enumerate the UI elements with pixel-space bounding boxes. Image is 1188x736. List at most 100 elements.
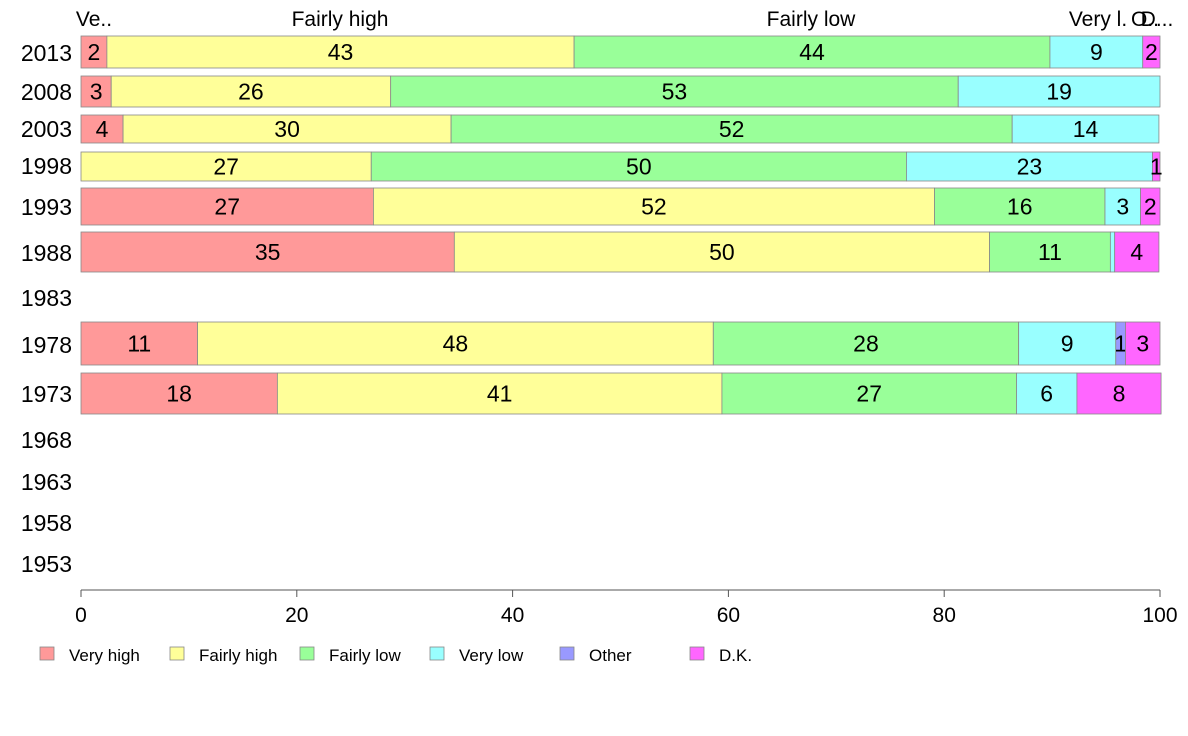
top-series-label: Fairly low (767, 8, 857, 31)
y-tick-label: 1983 (21, 285, 72, 311)
legend-swatch (429, 646, 445, 661)
y-tick-label: 2008 (21, 79, 72, 105)
data-label: 53 (662, 79, 688, 105)
data-label: 27 (214, 194, 240, 220)
y-tick-label: 1998 (21, 153, 72, 179)
legend-swatch (169, 646, 185, 661)
data-label: 35 (255, 239, 281, 265)
y-tick-label: 1988 (21, 240, 72, 266)
y-tick-label: 1973 (21, 381, 72, 407)
y-tick-label: 1978 (21, 332, 72, 358)
y-tick-label: 1958 (21, 510, 72, 536)
bar-segment (276, 372, 723, 415)
y-tick-label: 1968 (21, 427, 72, 453)
data-label: 50 (626, 154, 652, 180)
bar-segment (1016, 372, 1078, 415)
data-label: 28 (853, 331, 879, 357)
x-tick-label: 80 (933, 604, 956, 627)
bar-segment (80, 231, 455, 273)
legend-swatch (559, 646, 575, 661)
y-tick-label: 1993 (21, 194, 72, 220)
bar-segment (122, 114, 452, 144)
bar-segment (453, 231, 990, 273)
x-tick-label: 60 (717, 604, 740, 627)
data-label: 11 (1038, 239, 1062, 265)
data-label: 30 (274, 116, 300, 142)
data-label: 16 (1007, 194, 1033, 220)
x-tick-label: 0 (75, 604, 87, 627)
x-tick-label: 40 (501, 604, 524, 627)
bar-segment (106, 35, 575, 69)
bar-segment (370, 151, 907, 182)
data-label: 52 (719, 116, 745, 142)
data-label: 2 (1145, 39, 1158, 65)
bar-segment (373, 187, 935, 226)
x-tick-label: 100 (1142, 604, 1177, 627)
data-label: 43 (328, 39, 354, 65)
bar-segment (1125, 321, 1161, 366)
top-series-label: O.. (1131, 8, 1159, 31)
data-label: 9 (1061, 331, 1074, 357)
data-label: 3 (1116, 194, 1129, 220)
bar-segment (80, 75, 112, 108)
bar-segment (957, 75, 1161, 108)
data-label: 9 (1090, 39, 1103, 65)
legend-label: D.K. (719, 646, 752, 665)
legend-label: Very high (69, 646, 140, 665)
bar-segment (80, 372, 278, 415)
bar-segment (712, 321, 1020, 366)
data-label: 2 (88, 39, 101, 65)
data-label: 3 (1136, 331, 1149, 357)
data-label: 6 (1040, 381, 1053, 407)
bar-segment (1076, 372, 1162, 415)
data-label: 23 (1017, 154, 1043, 180)
bar-segment (197, 321, 714, 366)
bar-segment (390, 75, 959, 108)
top-series-label: Fairly high (292, 8, 389, 31)
data-label: 1 (1114, 331, 1127, 357)
bar-segment (450, 114, 1013, 144)
bar-segment (989, 231, 1111, 273)
bar-segment (1114, 231, 1160, 273)
data-label: 50 (709, 239, 735, 265)
data-label: 52 (641, 194, 667, 220)
top-series-label: Ve.. (76, 8, 112, 31)
bar-segment (1109, 231, 1116, 273)
bar-segment (1142, 35, 1161, 69)
legend-label: Fairly low (329, 646, 402, 665)
top-series-label: D... (1141, 8, 1174, 31)
data-label: 27 (856, 381, 882, 407)
data-label: 44 (799, 39, 825, 65)
bar-segment (906, 151, 1153, 182)
y-tick-label: 1963 (21, 469, 72, 495)
bar-segment (80, 114, 124, 144)
y-tick-label: 2003 (21, 116, 72, 142)
bar-segment (1018, 321, 1117, 366)
data-label: 18 (166, 381, 192, 407)
data-label: 27 (213, 154, 239, 180)
bar-segment (110, 75, 392, 108)
top-series-label: Very l. (1069, 8, 1127, 31)
data-label: 48 (443, 331, 469, 357)
legend-label: Other (589, 646, 632, 665)
data-label: 1 (1150, 154, 1163, 180)
bar-segment (1104, 187, 1141, 226)
data-label: 8 (1113, 381, 1126, 407)
data-label: 19 (1046, 79, 1072, 105)
bar-segment (1152, 151, 1161, 182)
legend-swatch (299, 646, 315, 661)
data-label: 2 (1144, 194, 1157, 220)
x-tick-label: 20 (285, 604, 308, 627)
data-label: 4 (96, 116, 109, 142)
bar-segment (1011, 114, 1160, 144)
legend-label: Very low (459, 646, 524, 665)
data-label: 41 (487, 381, 513, 407)
y-tick-label: 2013 (21, 40, 72, 66)
legend-label: Fairly high (199, 646, 277, 665)
data-label: 14 (1073, 116, 1099, 142)
data-label: 3 (90, 79, 103, 105)
legend-swatch (689, 646, 705, 661)
data-label: 11 (127, 331, 151, 357)
y-tick-label: 1953 (21, 551, 72, 577)
